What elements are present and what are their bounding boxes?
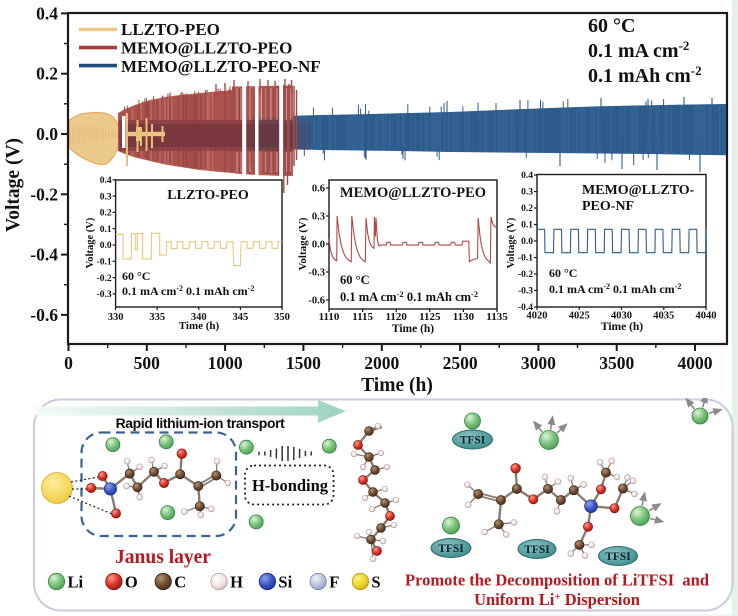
svg-text:LLZTO-PEO: LLZTO-PEO [121,20,220,39]
svg-text:Rapid lithium-ion transport: Rapid lithium-ion transport [116,415,286,431]
svg-text:Voltage (V): Voltage (V) [85,217,96,268]
svg-text:500: 500 [134,353,161,373]
svg-text:1125: 1125 [419,311,441,323]
svg-text:335: 335 [149,312,165,323]
svg-text:4040: 4040 [696,311,717,322]
svg-text:0.1 mA cm-2 0.1 mAh cm-2: 0.1 mA cm-2 0.1 mAh cm-2 [549,282,681,296]
svg-text:3500: 3500 [599,353,634,373]
svg-text:Promote the Decomposition of L: Promote the Decomposition of LiTFSI and [405,571,709,590]
svg-text:Time (h): Time (h) [179,320,220,332]
svg-text:PEO-NF: PEO-NF [582,199,634,214]
svg-text:4030: 4030 [611,311,632,322]
svg-text:Time (h): Time (h) [361,375,433,396]
svg-text:1130: 1130 [453,311,475,323]
svg-text:-0.4: -0.4 [30,245,58,265]
svg-text:-0.6: -0.6 [30,305,58,325]
svg-text:1500: 1500 [286,353,321,373]
svg-text:C: C [174,573,186,592]
svg-text:345: 345 [233,312,249,323]
svg-text:Voltage (V): Voltage (V) [297,217,309,270]
svg-text:Li: Li [68,573,84,592]
svg-text:Si: Si [278,573,292,592]
svg-text:-0.2: -0.2 [97,274,112,284]
svg-text:Voltage (V): Voltage (V) [3,138,24,232]
svg-text:Time (h): Time (h) [601,321,643,333]
svg-text:340: 340 [191,312,207,323]
svg-text:0.1 mA cm-2 0.1 mAh cm-2: 0.1 mA cm-2 0.1 mAh cm-2 [340,289,478,304]
svg-text:-0.4: -0.4 [518,303,533,313]
svg-text:O: O [125,573,138,592]
svg-text:350: 350 [274,312,290,323]
svg-text:LLZTO-PEO: LLZTO-PEO [167,188,249,203]
svg-text:0.4: 0.4 [36,3,58,23]
svg-text:0.3: 0.3 [521,188,533,198]
svg-text:-0.3: -0.3 [97,290,112,300]
svg-text:0.6: 0.6 [312,184,325,195]
svg-text:1135: 1135 [486,311,508,323]
svg-text:H: H [230,573,243,592]
svg-text:S: S [371,573,380,592]
svg-text:2000: 2000 [364,353,399,373]
svg-text:1120: 1120 [385,311,407,323]
svg-text:-0.3: -0.3 [518,287,533,297]
svg-text:MEMO@LLZTO-PEO-NF: MEMO@LLZTO-PEO-NF [121,57,321,76]
svg-text:TFSI: TFSI [438,543,464,555]
svg-text:60 °C: 60 °C [549,266,577,280]
svg-text:2500: 2500 [443,353,478,373]
svg-text:-0.6: -0.6 [308,296,325,307]
svg-text:1110: 1110 [319,311,340,323]
svg-text:0.1: 0.1 [100,225,112,235]
svg-text:4000: 4000 [678,353,713,373]
svg-text:0.4: 0.4 [100,176,112,186]
svg-text:4020: 4020 [527,311,548,322]
svg-text:Uniform Li+ Dispersion: Uniform Li+ Dispersion [474,590,640,609]
svg-text:-0.2: -0.2 [30,184,58,204]
svg-text:H-bonding: H-bonding [252,476,329,495]
svg-text:0.0: 0.0 [36,124,58,144]
svg-text:0.0: 0.0 [521,237,533,247]
svg-text:0.0: 0.0 [312,240,325,251]
svg-text:MEMO@LLZTO-PEO: MEMO@LLZTO-PEO [340,185,486,201]
svg-text:0.1 mA cm-2: 0.1 mA cm-2 [588,38,689,62]
svg-text:330: 330 [108,312,124,323]
svg-text:F: F [329,573,339,592]
svg-text:60 °C: 60 °C [122,269,150,283]
svg-text:Janus layer: Janus layer [115,547,211,568]
svg-text:0: 0 [64,353,73,373]
svg-text:1000: 1000 [208,353,243,373]
svg-text:60 °C: 60 °C [340,273,370,287]
svg-text:0.3: 0.3 [100,192,112,202]
svg-text:Time (h): Time (h) [392,323,434,335]
svg-text:MEMO@LLZTO-PEO: MEMO@LLZTO-PEO [121,39,292,58]
svg-text:-0.1: -0.1 [518,254,533,264]
svg-text:-0.2: -0.2 [518,270,533,280]
svg-text:0.3: 0.3 [312,212,325,223]
svg-text:0.0: 0.0 [100,241,112,251]
svg-text:TFSI: TFSI [524,544,550,556]
svg-text:0.1 mAh cm-2: 0.1 mAh cm-2 [588,63,702,87]
svg-text:0.1 mA cm-2 0.1 mAh cm-2: 0.1 mA cm-2 0.1 mAh cm-2 [122,284,254,298]
svg-text:-0.3: -0.3 [308,268,325,279]
svg-text:3000: 3000 [521,353,556,373]
svg-text:0.4: 0.4 [521,171,533,181]
svg-text:TFSI: TFSI [605,551,631,563]
svg-text:0.2: 0.2 [100,209,112,219]
svg-text:TFSI: TFSI [460,435,486,447]
svg-text:Voltage (V): Voltage (V) [506,217,517,268]
svg-text:0.2: 0.2 [521,204,533,214]
svg-text:4035: 4035 [653,311,674,322]
svg-text:0.2: 0.2 [36,64,58,84]
svg-text:1115: 1115 [352,311,373,323]
svg-text:-0.1: -0.1 [97,258,112,268]
svg-text:0.1: 0.1 [521,221,533,231]
svg-text:MEMO@LLZTO-: MEMO@LLZTO- [582,183,695,198]
svg-text:4025: 4025 [569,311,590,322]
svg-text:60 °C: 60 °C [588,15,635,37]
